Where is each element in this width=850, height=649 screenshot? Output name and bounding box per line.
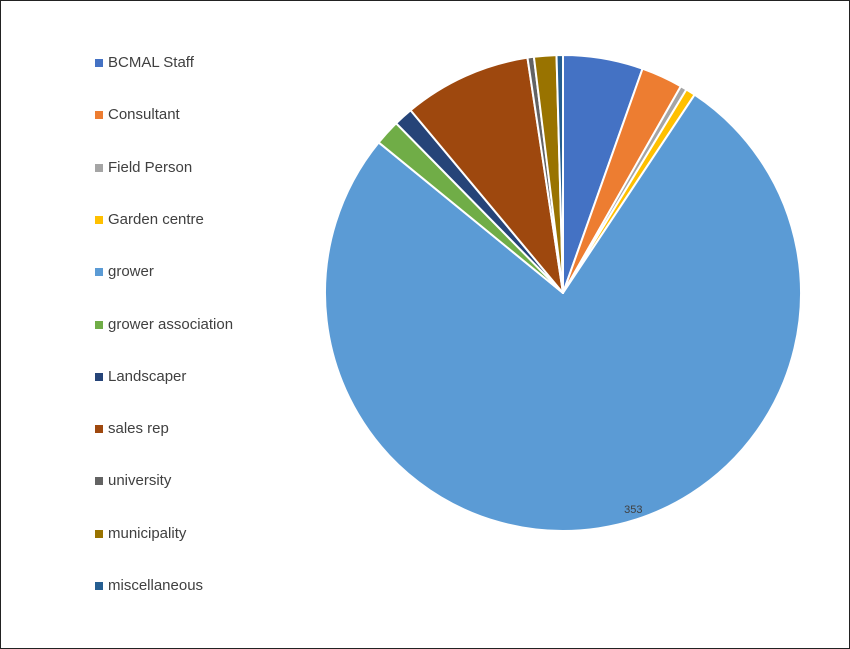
legend-label: university xyxy=(108,472,172,490)
legend-label: miscellaneous xyxy=(108,577,204,594)
legend-item: miscellaneous xyxy=(95,577,203,595)
legend-label: municipality xyxy=(108,524,187,542)
legend-label: grower xyxy=(108,263,154,281)
pie-slice xyxy=(555,54,564,294)
legend-swatch xyxy=(95,529,103,538)
legend-swatch xyxy=(95,111,103,120)
legend-swatch xyxy=(95,372,103,381)
legend-label: Consultant xyxy=(108,106,180,124)
legend-swatch xyxy=(95,582,103,590)
legend-swatch xyxy=(95,320,103,329)
legend-item: grower association xyxy=(95,316,233,334)
legend-item: municipality xyxy=(95,525,186,543)
legend-swatch xyxy=(95,163,103,172)
legend-swatch xyxy=(95,477,103,486)
legend-swatch xyxy=(95,215,103,224)
legend-label: Field Person xyxy=(108,158,193,176)
pie-slice xyxy=(324,93,802,532)
legend-swatch xyxy=(95,59,103,67)
data-label: 353 xyxy=(624,504,642,516)
legend-item: grower xyxy=(95,263,154,281)
legend-item: Field Person xyxy=(95,159,192,177)
legend-swatch xyxy=(95,425,103,434)
legend-swatch xyxy=(95,268,103,277)
legend-item: Consultant xyxy=(95,106,180,124)
legend-label: BCMAL Staff xyxy=(108,54,194,71)
legend-label: grower association xyxy=(108,315,234,333)
legend-label: Garden centre xyxy=(108,210,204,228)
legend-label: Landscaper xyxy=(108,367,187,385)
legend-item: university xyxy=(95,472,171,490)
legend-item: BCMAL Staff xyxy=(95,54,194,72)
legend-item: sales rep xyxy=(95,420,169,438)
legend-item: Landscaper xyxy=(95,368,186,386)
legend-label: sales rep xyxy=(108,420,169,438)
legend-item: Garden centre xyxy=(95,211,204,229)
pie-slice xyxy=(409,56,564,294)
